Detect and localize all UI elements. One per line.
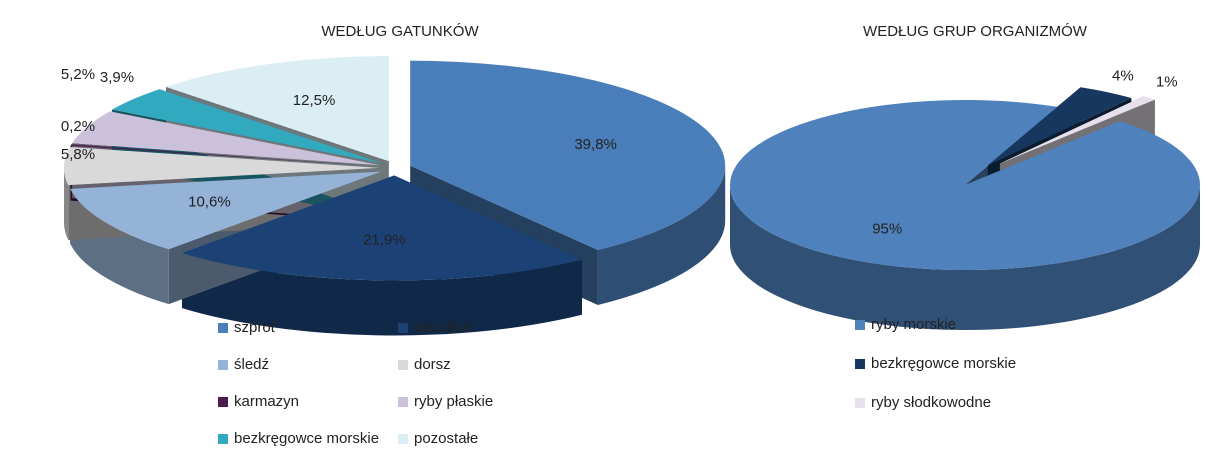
- legend-label: karmazyn: [234, 393, 299, 410]
- data-label: 5,2%: [61, 66, 95, 83]
- chart-title: WEDŁUG GRUP ORGANIZMÓW: [863, 23, 1088, 40]
- data-label: 95%: [872, 221, 902, 238]
- pie-slice: [165, 56, 389, 162]
- data-label: 12,5%: [293, 92, 336, 109]
- legend-swatch: [218, 360, 228, 370]
- data-label: 21,9%: [363, 231, 406, 248]
- legend-swatch: [855, 320, 865, 330]
- legend-swatch: [398, 434, 408, 444]
- pie-slice: [70, 171, 381, 250]
- pie-labels: 39,8% 21,9% 10,6% 5,8% 0,2% 5,2% 3,9% 12,5%: [61, 66, 617, 248]
- legend-label: ryby słodkowodne: [871, 394, 991, 411]
- legend-swatch: [218, 434, 228, 444]
- data-label: 5,8%: [61, 146, 95, 163]
- chart-title: WEDŁUG GATUNKÓW: [321, 23, 479, 40]
- pie-slice: [72, 111, 381, 166]
- data-label: 39,8%: [574, 136, 617, 153]
- legend-swatch: [218, 397, 228, 407]
- legend-label: bezkręgowce morskie: [871, 355, 1016, 372]
- data-label: 4%: [1112, 67, 1134, 84]
- legend-label: dorsz: [414, 356, 451, 373]
- legend-swatch: [398, 397, 408, 407]
- legend-swatch: [855, 359, 865, 369]
- legend-label: pozostałe: [414, 430, 478, 447]
- pie-slice: [112, 89, 383, 164]
- pie-slice: [64, 147, 380, 186]
- pie-labels: 95% 4% 1%: [872, 67, 1177, 237]
- pie-tops: [729, 87, 1200, 270]
- pie-side: [730, 185, 1200, 330]
- data-label: 3,9%: [100, 69, 134, 86]
- pie-slice: [987, 87, 1132, 166]
- pie-slice: [70, 144, 380, 167]
- pie-side: [597, 165, 726, 305]
- legend-label: bezkręgowce morskie: [234, 430, 379, 447]
- pie-side: [64, 167, 69, 241]
- pie-slice: [410, 60, 726, 250]
- legend-label: ostrobok: [414, 319, 472, 336]
- legend-swatch: [398, 360, 408, 370]
- pie-slice: [729, 99, 1200, 270]
- legend-label: szprot: [234, 319, 276, 336]
- data-label: 10,6%: [188, 194, 231, 211]
- legend-label: ryby morskie: [871, 316, 956, 333]
- legend-label: śledź: [234, 356, 269, 373]
- legend-swatch: [398, 323, 408, 333]
- pie-slice: [999, 96, 1155, 164]
- pie-tops: [64, 56, 726, 281]
- data-label: 0,2%: [61, 118, 95, 135]
- pie-side: [182, 253, 582, 336]
- legend-swatch: [218, 323, 228, 333]
- data-label: 1%: [1156, 74, 1178, 91]
- legend-label: ryby płaskie: [414, 393, 493, 410]
- legend-swatch: [855, 398, 865, 408]
- pie-slice: [182, 175, 582, 281]
